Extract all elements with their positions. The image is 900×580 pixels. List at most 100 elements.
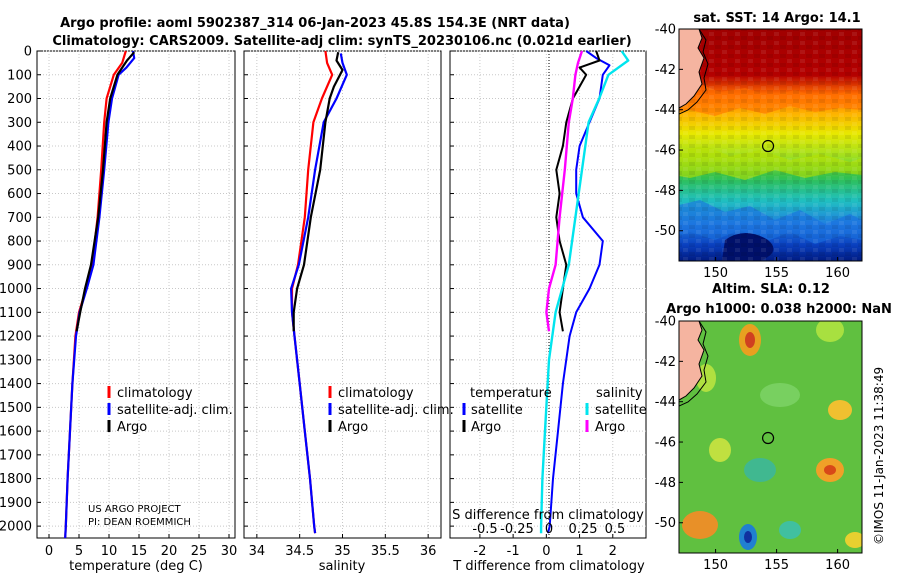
legend-label-s-satellite: satellite xyxy=(595,403,647,418)
sst-field xyxy=(679,29,862,261)
map-lat-label: -46 xyxy=(655,144,676,159)
series-line-satellite-adj-clim- xyxy=(290,53,348,534)
map-lat-label: -50 xyxy=(655,224,676,239)
depth-tick-label: 1800 xyxy=(0,472,32,487)
sst-map-axes: 150 155 160 -40 -42 -44 -46 -48 -50 xyxy=(655,23,850,282)
sla-field xyxy=(679,321,862,553)
s-tick-label: 0.5 xyxy=(605,522,626,537)
sla-blob xyxy=(745,332,755,348)
project-label: US ARGO PROJECT xyxy=(88,504,182,515)
s-difference-ticks: -0.5 -0.25 0 0.25 0.5 xyxy=(472,522,625,537)
sla-map-title: Altim. SLA: 0.12 xyxy=(712,282,830,297)
sla-profile-marker xyxy=(761,431,775,445)
difference-panel: -2 -1 0 1 2 T difference from climatology S … xyxy=(449,50,647,574)
sla-blob xyxy=(709,438,731,462)
salinity-x-axis: 34 34.5 35 35.5 36 xyxy=(249,534,436,559)
temperature-x-axis: 0 5 10 15 20 25 30 xyxy=(45,534,237,559)
salinity-grid xyxy=(244,50,441,538)
sst-pixel-texture xyxy=(679,29,862,261)
s-tick-label: -0.25 xyxy=(500,522,534,537)
legend-label-climatology: climatology xyxy=(338,386,414,401)
map-lat-label: -44 xyxy=(655,395,676,410)
map-lon-label: 155 xyxy=(764,558,789,573)
xtick-label: -2 xyxy=(473,544,486,559)
depth-tick-label: 1200 xyxy=(0,330,32,345)
depth-tick-label: 200 xyxy=(7,92,32,107)
sla-blob xyxy=(760,383,800,407)
depth-tick-label: 1400 xyxy=(0,377,32,392)
xtick-label: 15 xyxy=(131,544,148,559)
depth-tick-label: 1900 xyxy=(0,496,32,511)
t-difference-xlabel: T difference from climatology xyxy=(452,559,645,574)
series-line-argo xyxy=(75,51,136,332)
depth-tick-label: 1700 xyxy=(0,448,32,463)
map-lat-label: -40 xyxy=(655,315,676,330)
legend-label-s-argo: Argo xyxy=(595,420,625,435)
legend-label-t-argo: Argo xyxy=(471,420,501,435)
depth-tick-label: 2000 xyxy=(0,520,32,535)
difference-x-axis: -2 -1 0 1 2 xyxy=(473,534,617,559)
xtick-label: 35 xyxy=(334,544,351,559)
salinity-panel: 34 34.5 35 35.5 36 salinity climatology sate… xyxy=(243,50,454,574)
title-line-1: Argo profile: aoml 5902387_314 06-Jan-20… xyxy=(60,16,570,31)
series-line-argo xyxy=(292,51,344,332)
sla-map-frame xyxy=(678,320,863,554)
xtick-label: 25 xyxy=(191,544,208,559)
depth-tick-label: 400 xyxy=(7,140,32,155)
legend-title-salinity: salinity xyxy=(596,386,643,401)
xtick-label: 34 xyxy=(249,544,266,559)
temperature-grid xyxy=(37,50,235,538)
xtick-label: 2 xyxy=(609,544,617,559)
sla-blob xyxy=(845,532,862,548)
series-line-t-satellite xyxy=(547,50,611,534)
difference-series xyxy=(539,50,630,534)
xtick-label: 30 xyxy=(221,544,238,559)
sst-map-title: sat. SST: 14 Argo: 14.1 xyxy=(693,11,860,26)
legend-label-argo: Argo xyxy=(117,420,147,435)
xtick-label: 10 xyxy=(101,544,118,559)
title-line-2: Climatology: CARS2009. Satellite-adj cli… xyxy=(52,34,631,49)
legend-label-t-satellite: satellite xyxy=(471,403,523,418)
depth-axis: 0 100 200 300 400 500 600 700 800 900 1000 1100 1200… xyxy=(0,45,32,535)
map-lon-label: 160 xyxy=(825,266,850,281)
map-lat-label: -48 xyxy=(655,184,676,199)
sla-blob xyxy=(816,321,844,342)
tasmania-landmass xyxy=(679,29,705,109)
salinity-diff-legend: salinity satellite Argo xyxy=(585,386,647,435)
series-line-satellite-adj-clim- xyxy=(64,50,136,539)
xtick-label: 0 xyxy=(45,544,53,559)
sst-profile-marker xyxy=(761,139,775,153)
sla-map-axes: 150 155 160 -40 -42 -44 -46 -48 -50 xyxy=(655,315,850,574)
map-lat-label: -46 xyxy=(655,436,676,451)
sst-map-frame xyxy=(678,28,863,262)
xtick-label: 0 xyxy=(542,544,550,559)
depth-tick-label: 700 xyxy=(7,211,32,226)
temperature-legend: climatology satellite-adj. clim. Argo xyxy=(107,386,233,435)
legend-label-satellite: satellite-adj. clim. xyxy=(338,403,454,418)
depth-tick-label: 1100 xyxy=(0,306,32,321)
depth-tick-label: 100 xyxy=(7,68,32,83)
depth-tick-label: 0 xyxy=(24,45,32,60)
depth-tick-label: 600 xyxy=(7,187,32,202)
temperature-xlabel: temperature (deg C) xyxy=(69,559,203,574)
temperature-diff-legend: temperature satellite Argo xyxy=(462,386,552,435)
legend-title-temperature: temperature xyxy=(470,386,552,401)
sla-coastline-contour xyxy=(679,321,709,407)
salinity-xlabel: salinity xyxy=(319,559,366,574)
legend-label-argo: Argo xyxy=(338,420,368,435)
depth-tick-label: 900 xyxy=(7,258,32,273)
difference-axes-frame xyxy=(449,50,647,539)
depth-tick-label: 1300 xyxy=(0,353,32,368)
depth-tick-label: 300 xyxy=(7,116,32,131)
map-lat-label: -50 xyxy=(655,516,676,531)
map-lat-label: -42 xyxy=(655,63,676,78)
s-tick-label: -0.5 xyxy=(472,522,497,537)
s-tick-label: 0 xyxy=(545,522,553,537)
temperature-series xyxy=(64,50,136,539)
temperature-axes-frame xyxy=(36,50,236,539)
map-lon-label: 155 xyxy=(764,266,789,281)
s-difference-xlabel: S difference from climatology xyxy=(452,508,644,523)
sla-blob xyxy=(744,458,776,482)
series-line-s-argo xyxy=(545,50,584,332)
depth-tick-label: 800 xyxy=(7,235,32,250)
